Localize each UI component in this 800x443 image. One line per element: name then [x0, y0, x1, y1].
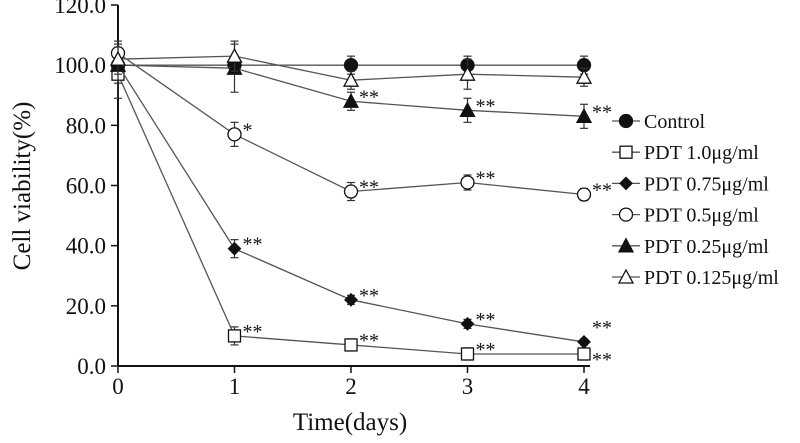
marker-triangle-open	[459, 65, 476, 81]
significance-annotation: **	[243, 321, 263, 343]
significance-annotation: **	[359, 177, 379, 199]
marker-circle-filled	[618, 113, 634, 129]
series-line	[117, 73, 584, 355]
x-tick-label: 0	[112, 374, 124, 399]
significance-annotation: **	[476, 95, 496, 117]
legend-item: PDT 0.125μg/ml	[612, 267, 779, 289]
legend: Control PDT 1.0μg/ml PDT 0.75μg/ml PDT 0.5μ…	[612, 111, 779, 289]
significance-annotation: **	[476, 167, 496, 189]
marker-square-open	[460, 347, 475, 361]
marker-diamond-filled	[227, 241, 242, 256]
y-tick-label: 120.0	[54, 0, 106, 18]
marker-triangle-open	[226, 47, 243, 63]
y-tick-label: 80.0	[66, 113, 106, 138]
significance-annotation: **	[592, 101, 612, 123]
legend-label: Control	[644, 111, 706, 133]
y-axis-label: Cell viability(%)	[9, 102, 36, 271]
significance-annotation: **	[476, 309, 496, 331]
x-tick-label: 3	[462, 374, 474, 399]
y-tick-label: 100.0	[54, 53, 106, 78]
marker-triangle-open	[575, 68, 593, 84]
y-tick-label: 20.0	[66, 294, 106, 319]
series-pdt-0-25-g-ml: ** ** **	[109, 43, 612, 129]
marker-diamond-filled	[460, 316, 475, 331]
x-tick-label: 1	[229, 374, 241, 399]
marker-square-open	[227, 329, 242, 343]
series-pdt-0-125-g-ml	[109, 40, 593, 90]
significance-annotation: *	[243, 119, 253, 141]
legend-item: PDT 0.5μg/ml	[612, 205, 759, 227]
significance-annotation: **	[359, 86, 379, 108]
significance-annotation: **	[476, 339, 496, 361]
legend-label: PDT 0.125μg/ml	[644, 267, 779, 289]
marker-square-open	[344, 338, 358, 352]
significance-annotation: **	[592, 180, 612, 202]
marker-circle-open	[460, 175, 475, 190]
marker-diamond-filled	[577, 335, 591, 349]
y-tick-label: 60.0	[66, 174, 106, 199]
series-pdt-0-5-g-ml: *** ****	[110, 40, 612, 202]
y-tick-label: 40.0	[66, 234, 106, 259]
series-layer: ** ** ** ******** ***** ****** ** **	[109, 40, 612, 371]
significance-annotation: **	[592, 317, 612, 339]
legend-label: PDT 0.5μg/ml	[644, 205, 759, 227]
legend-label: PDT 1.0μg/ml	[644, 142, 759, 164]
marker-circle-open	[576, 187, 592, 202]
marker-circle-open	[618, 207, 634, 222]
significance-annotation: **	[243, 234, 263, 256]
marker-triangle-filled	[342, 92, 360, 108]
legend-item: PDT 0.75μg/ml	[612, 173, 769, 195]
marker-square-open	[577, 347, 591, 361]
marker-circle-filled	[343, 58, 359, 73]
marker-circle-open	[343, 184, 359, 199]
x-tick-label: 4	[578, 374, 590, 399]
x-tick-label: 2	[345, 374, 357, 399]
legend-item: PDT 1.0μg/ml	[612, 142, 759, 164]
legend-label: PDT 0.75μg/ml	[644, 173, 769, 195]
series-pdt-1-0-g-ml: ** ** ** **	[111, 49, 612, 371]
marker-circle-open	[227, 127, 242, 142]
series-pdt-0-75-g-ml: ** ** ** **	[111, 49, 612, 349]
y-tick-label: 0.0	[77, 354, 106, 379]
marker-triangle-open	[342, 71, 360, 87]
marker-triangle-filled	[617, 237, 635, 253]
legend-item: PDT 0.25μg/ml	[612, 236, 769, 258]
marker-triangle-open	[617, 268, 635, 284]
significance-annotation: **	[359, 330, 379, 352]
axes: 0.0 20.0 40.0 60.0 80.0 100.0 120.0 0 1 2 3 4	[54, 0, 590, 399]
marker-triangle-filled	[575, 107, 593, 123]
legend-item: Control	[612, 111, 706, 133]
legend-label: PDT 0.25μg/ml	[644, 236, 769, 258]
significance-annotation: **	[359, 285, 379, 307]
marker-triangle-open	[109, 50, 127, 66]
marker-diamond-filled	[344, 292, 358, 307]
marker-square-open	[619, 145, 633, 159]
marker-diamond-filled	[619, 176, 633, 191]
marker-triangle-filled	[459, 101, 476, 117]
significance-annotation: **	[592, 349, 612, 371]
x-axis-label: Time(days)	[293, 409, 407, 436]
